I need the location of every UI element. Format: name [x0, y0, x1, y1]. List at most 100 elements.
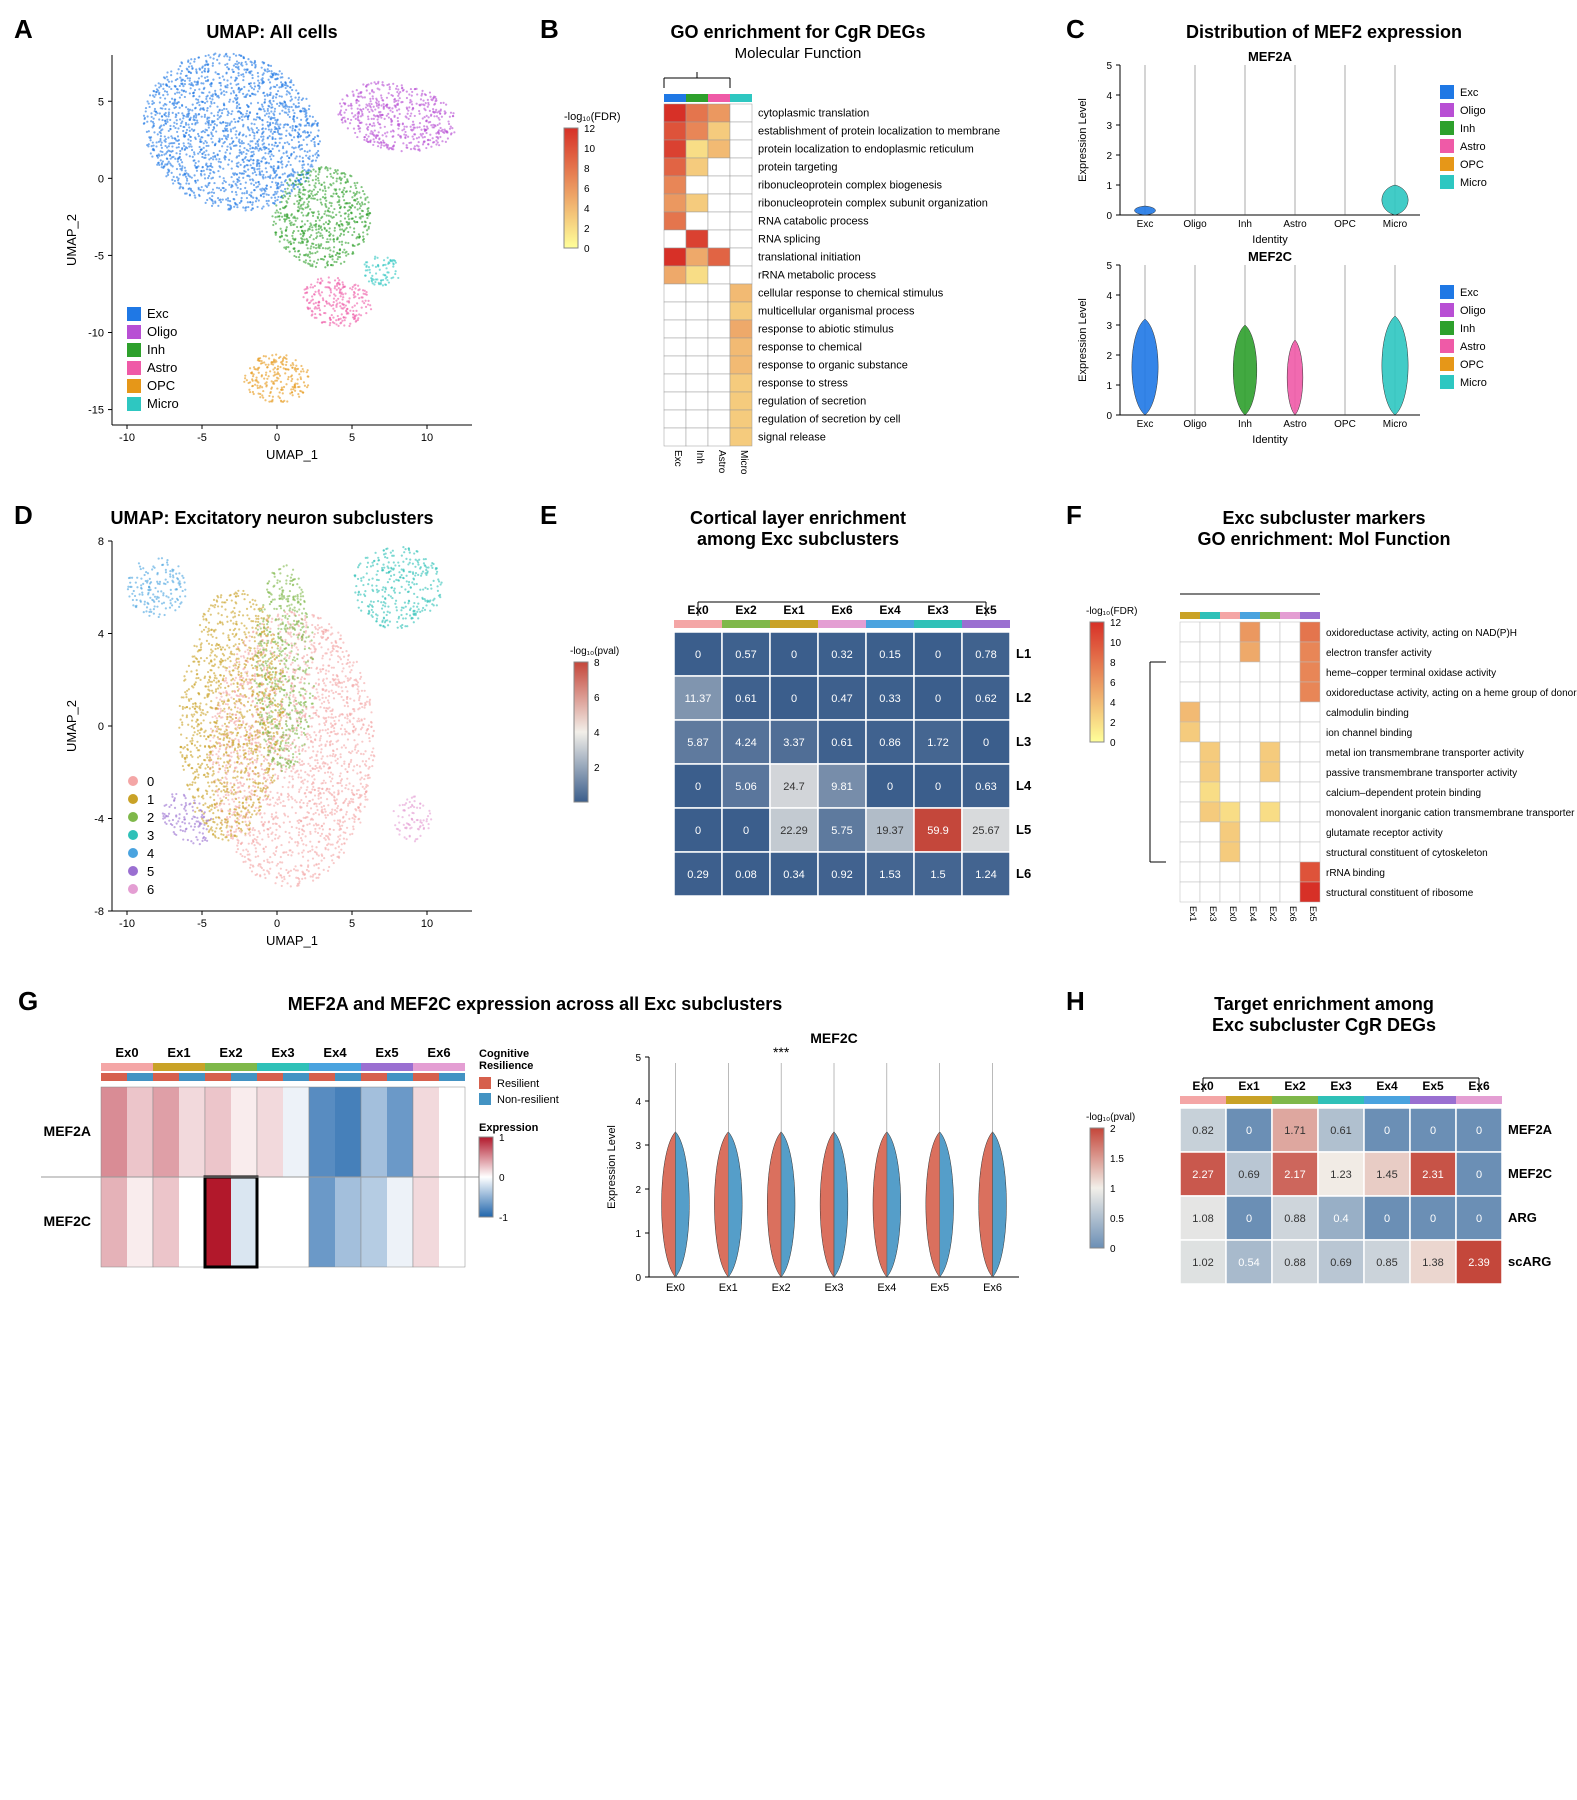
panel-c-violins: MEF2A012345ExcOligoInhAstroOPCMicroExpre…	[1070, 45, 1577, 465]
svg-text:0: 0	[274, 432, 280, 444]
panel-letter: D	[14, 500, 33, 531]
svg-text:response to stress: response to stress	[758, 378, 848, 390]
svg-text:5: 5	[1106, 261, 1112, 272]
svg-text:Inh: Inh	[1238, 219, 1252, 230]
svg-text:regulation of secretion by cel: regulation of secretion by cell	[758, 414, 900, 426]
panel-letter: H	[1066, 986, 1085, 1017]
svg-text:Micro: Micro	[147, 396, 179, 411]
svg-text:protein targeting: protein targeting	[758, 162, 838, 174]
svg-text:response to chemical: response to chemical	[758, 342, 862, 354]
svg-text:0: 0	[98, 173, 104, 185]
svg-text:Oligo: Oligo	[1460, 105, 1486, 117]
svg-text:-8: -8	[94, 906, 104, 918]
svg-text:OPC: OPC	[1334, 419, 1356, 430]
panel-a-title: UMAP: All cells	[18, 22, 526, 43]
svg-text:Exc: Exc	[1460, 87, 1479, 99]
svg-text:-15: -15	[88, 405, 104, 417]
svg-text:Micro: Micro	[1460, 177, 1487, 189]
svg-text:8: 8	[98, 536, 104, 548]
svg-text:Oligo: Oligo	[147, 324, 177, 339]
svg-text:Astro: Astro	[1460, 141, 1486, 153]
svg-text:Astro: Astro	[1283, 219, 1307, 230]
svg-text:3: 3	[1106, 121, 1112, 132]
panel-f-title: Exc subcluster markersGO enrichment: Mol…	[1070, 508, 1577, 550]
svg-text:signal release: signal release	[758, 432, 826, 444]
panel-letter: E	[540, 500, 557, 531]
svg-text:Inh: Inh	[1460, 323, 1475, 335]
svg-text:-10: -10	[88, 328, 104, 340]
panel-h-title: Target enrichment amongExc subcluster Cg…	[1070, 994, 1577, 1036]
svg-text:-5: -5	[197, 432, 207, 444]
svg-text:5: 5	[349, 432, 355, 444]
panel-b-heatmap: cytoplasmic translation establishment of …	[544, 68, 1054, 478]
svg-text:4: 4	[584, 204, 590, 215]
panel-b-title: GO enrichment for CgR DEGs	[544, 22, 1052, 43]
panel-e: E Cortical layer enrichmentamong Exc sub…	[538, 498, 1058, 978]
svg-text:4: 4	[1106, 291, 1112, 302]
svg-text:cytoplasmic translation: cytoplasmic translation	[758, 108, 869, 120]
svg-text:Astro: Astro	[1283, 419, 1307, 430]
svg-text:translational initiation: translational initiation	[758, 252, 861, 264]
svg-text:-4: -4	[94, 814, 104, 826]
svg-text:Identity: Identity	[1252, 234, 1288, 246]
panel-c: C Distribution of MEF2 expression MEF2A0…	[1064, 12, 1577, 492]
svg-text:Astro: Astro	[716, 450, 727, 474]
svg-text:0: 0	[274, 918, 280, 930]
panel-g-title: MEF2A and MEF2C expression across all Ex…	[18, 994, 1052, 1015]
svg-text:1: 1	[1106, 381, 1112, 392]
panel-f-heatmap: Ex1Ex3Ex0Ex4Ex2Ex6Ex5oxidoreductase acti…	[1070, 552, 1577, 972]
svg-text:OPC: OPC	[147, 378, 175, 393]
svg-text:3: 3	[1106, 321, 1112, 332]
svg-text:Inh: Inh	[694, 450, 705, 464]
svg-text:RNA splicing: RNA splicing	[758, 234, 820, 246]
panel-c-title: Distribution of MEF2 expression	[1070, 22, 1577, 43]
svg-text:8: 8	[584, 164, 590, 175]
panel-e-heatmap: Ex0Ex2Ex1Ex6Ex4Ex3Ex500.5700.320.1500.78…	[544, 552, 1054, 972]
svg-text:Oligo: Oligo	[1183, 419, 1207, 430]
panel-b-subtitle: Molecular Function	[544, 45, 1052, 62]
svg-text:Exc: Exc	[1137, 219, 1154, 230]
svg-text:2: 2	[584, 224, 590, 235]
svg-text:10: 10	[584, 144, 596, 155]
svg-text:2: 2	[1106, 351, 1112, 362]
svg-text:0: 0	[1106, 411, 1112, 422]
panel-letter: C	[1066, 14, 1085, 45]
svg-text:Astro: Astro	[1460, 341, 1486, 353]
svg-text:ribonucleoprotein complex biog: ribonucleoprotein complex biogenesis	[758, 180, 943, 192]
svg-text:cellular response to chemical: cellular response to chemical stimulus	[758, 288, 944, 300]
svg-text:RNA catabolic process: RNA catabolic process	[758, 216, 869, 228]
svg-text:-10: -10	[119, 918, 135, 930]
svg-text:Astro: Astro	[147, 360, 177, 375]
svg-text:response to abiotic stimulus: response to abiotic stimulus	[758, 324, 894, 336]
svg-text:Micro: Micro	[738, 450, 749, 475]
svg-text:Micro: Micro	[1383, 219, 1408, 230]
svg-text:UMAP_2: UMAP_2	[64, 700, 79, 752]
svg-text:rRNA metabolic process: rRNA metabolic process	[758, 270, 876, 282]
svg-text:response to organic substance: response to organic substance	[758, 360, 908, 372]
panel-letter: B	[540, 14, 559, 45]
svg-text:12: 12	[584, 124, 596, 135]
svg-text:Oligo: Oligo	[1460, 305, 1486, 317]
svg-text:Expression Level: Expression Level	[1077, 298, 1089, 382]
svg-text:10: 10	[421, 432, 433, 444]
svg-text:Inh: Inh	[147, 342, 165, 357]
svg-text:UMAP_1: UMAP_1	[266, 933, 318, 948]
svg-text:UMAP_2: UMAP_2	[64, 214, 79, 266]
svg-text:Oligo: Oligo	[1183, 219, 1207, 230]
svg-text:4: 4	[98, 629, 104, 641]
svg-text:regulation of secretion: regulation of secretion	[758, 396, 866, 408]
svg-text:Identity: Identity	[1252, 434, 1288, 446]
svg-text:6: 6	[584, 184, 590, 195]
svg-text:OPC: OPC	[1460, 159, 1484, 171]
svg-text:5: 5	[98, 96, 104, 108]
panel-letter: F	[1066, 500, 1082, 531]
svg-text:establishment of protein local: establishment of protein localization to…	[758, 126, 1000, 138]
panel-g: G MEF2A and MEF2C expression across all …	[12, 984, 1058, 1364]
svg-text:0: 0	[98, 721, 104, 733]
svg-text:2: 2	[1106, 151, 1112, 162]
svg-text:-5: -5	[197, 918, 207, 930]
svg-text:multicellular organismal proce: multicellular organismal process	[758, 306, 915, 318]
panel-h: H Target enrichment amongExc subcluster …	[1064, 984, 1577, 1364]
svg-text:0: 0	[584, 244, 590, 255]
svg-text:Micro: Micro	[1460, 377, 1487, 389]
